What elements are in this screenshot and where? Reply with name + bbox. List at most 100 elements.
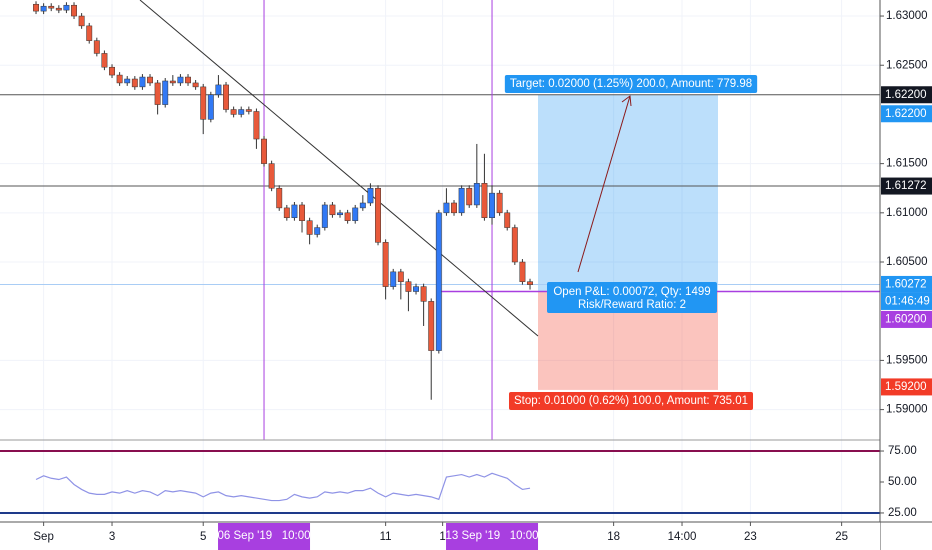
stop-label: Stop: 0.01000 (0.62%) 100.0, Amount: 735… <box>514 395 748 407</box>
candle-body <box>375 187 381 243</box>
candle-body <box>200 86 207 120</box>
candle-body <box>283 207 290 218</box>
candle-body <box>299 204 305 221</box>
candle-body <box>276 187 283 209</box>
candle-body <box>443 202 450 214</box>
candle-body <box>185 76 191 84</box>
candle-body <box>93 40 100 54</box>
candle-body <box>337 212 343 216</box>
candle-body <box>147 76 153 84</box>
projection-arrow <box>577 95 631 273</box>
price-badge-bg <box>881 275 932 293</box>
candle-body <box>367 187 374 204</box>
candle-body <box>413 286 419 292</box>
candle-body <box>397 271 404 282</box>
candle-body <box>169 80 176 84</box>
candle-body <box>382 242 389 287</box>
candle-body <box>230 109 237 115</box>
y-tick-label: 1.60500 <box>886 256 928 268</box>
target-badge: 1.62200 <box>885 108 927 120</box>
stop-badge: 1.59200 <box>885 381 927 393</box>
candle-body <box>458 187 465 214</box>
candle-body <box>428 301 435 351</box>
candle-body <box>238 109 245 115</box>
candle-body <box>55 7 62 11</box>
candle-body <box>33 3 39 12</box>
level-badge: 1.61272 <box>885 180 927 192</box>
stop-badge-bg <box>881 378 932 396</box>
candle-body <box>177 76 184 84</box>
candle-body <box>329 204 336 216</box>
x-tick-label: 18 <box>607 531 620 543</box>
countdown-badge: 01:46:49 <box>885 295 930 307</box>
countdown-badge-bg <box>881 292 932 310</box>
target-zone <box>538 94 718 292</box>
x-tick-label: 1 <box>439 531 445 543</box>
x-tick-label: 11 <box>380 531 392 543</box>
candle-body <box>451 202 457 214</box>
candle-body <box>435 212 442 351</box>
candle-body <box>71 4 77 17</box>
y-tick-label: 1.61000 <box>886 207 928 219</box>
x-tick-label: Sep <box>33 531 53 543</box>
x-tick-label: 23 <box>744 531 757 543</box>
candle-body <box>245 109 252 112</box>
candle-body <box>78 15 85 27</box>
stop-label-bg <box>508 392 754 411</box>
candle-body <box>192 82 199 88</box>
marker-badge <box>446 523 539 550</box>
candle-body <box>489 192 495 218</box>
candle-body <box>420 286 427 302</box>
candle-body <box>48 5 55 9</box>
target-label: Target: 0.02000 (1.25%) 200.0, Amount: 7… <box>510 78 752 90</box>
candle-body <box>131 78 138 88</box>
level-badge: 1.62200 <box>885 89 927 101</box>
candle-body <box>519 261 526 282</box>
candle-body <box>306 220 313 235</box>
candle-body <box>253 111 260 140</box>
rsi-line <box>35 472 531 502</box>
candle-body <box>215 84 222 95</box>
candle-body <box>116 74 123 84</box>
candle-body <box>352 207 359 221</box>
level-badge-bg <box>881 177 932 195</box>
candle-body <box>511 227 518 263</box>
y-tick-label: 1.59500 <box>886 354 928 366</box>
candle-body <box>291 204 298 218</box>
candle-body <box>139 76 146 88</box>
trend-line <box>139 0 539 337</box>
rsi-tick-label: 75.00 <box>888 445 917 457</box>
candle-body <box>473 183 480 206</box>
x-tick-label: 5 <box>200 531 206 543</box>
candle-body <box>359 202 366 209</box>
candle-body <box>390 271 397 287</box>
candle-body <box>86 25 93 41</box>
candle-body <box>40 5 47 12</box>
candle-body <box>527 281 533 285</box>
entry-badge-bg <box>881 310 932 328</box>
x-tick-label: 3 <box>109 531 115 543</box>
target-label-bg <box>504 75 758 94</box>
candle-body <box>321 204 328 228</box>
candle-body <box>496 192 503 214</box>
time-axis <box>0 522 880 550</box>
candle-body <box>481 183 488 218</box>
y-tick-label: 1.62500 <box>886 59 928 71</box>
rsi-tick-label: 50.00 <box>888 476 917 488</box>
candle-body <box>223 84 229 110</box>
y-tick-label: 1.63000 <box>886 10 928 22</box>
y-tick-label: 1.61500 <box>886 158 928 170</box>
candle-body <box>344 212 351 221</box>
candle-body <box>466 187 473 206</box>
pnl-bg <box>547 282 717 313</box>
candle-body <box>109 66 115 76</box>
candle-body <box>261 138 267 164</box>
candle-body <box>314 227 321 235</box>
y-tick-label: 1.59000 <box>886 404 928 416</box>
marker-badge <box>218 523 311 550</box>
x-tick-label: 14:00 <box>668 531 697 543</box>
candle-body <box>504 212 511 228</box>
x-tick-label: 25 <box>835 531 848 543</box>
ratio-label: Risk/Reward Ratio: 2 <box>578 299 686 311</box>
candle-body <box>124 78 131 84</box>
